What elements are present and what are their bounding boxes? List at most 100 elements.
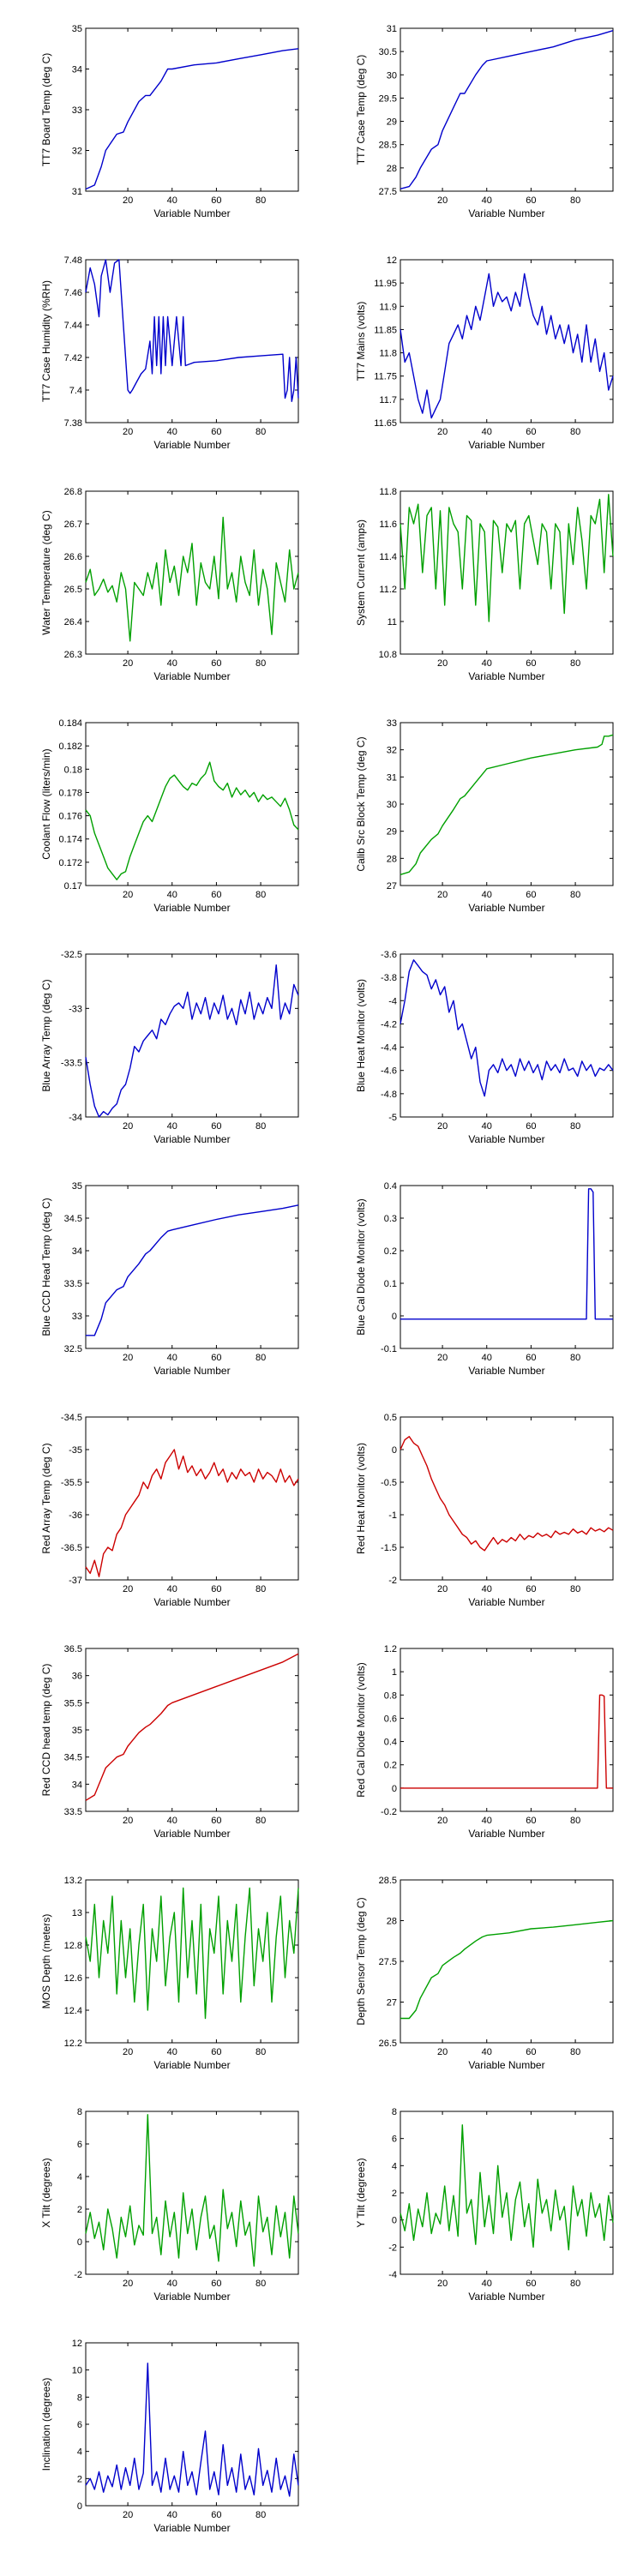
y-axis-label: Blue Cal Diode Monitor (volts) xyxy=(355,1198,367,1335)
x-tick-label: 40 xyxy=(482,1353,492,1363)
plot-area xyxy=(400,722,614,886)
x-tick-label: 20 xyxy=(123,2279,133,2289)
y-tick-label: 34.5 xyxy=(64,1214,82,1224)
y-tick-label: 7.4 xyxy=(69,386,82,396)
series-line xyxy=(400,494,614,622)
series-line xyxy=(400,1188,613,1320)
y-tick-label: 27.5 xyxy=(379,1957,397,1967)
x-tick-label: 40 xyxy=(167,2510,177,2520)
x-tick-label: 80 xyxy=(255,658,266,669)
x-tick-label: 80 xyxy=(570,658,580,669)
series-line xyxy=(85,2114,299,2267)
y-tick-label: 26.5 xyxy=(64,585,82,595)
y-tick-label: 4 xyxy=(392,2161,397,2171)
chart-panel-18: 20 40 60 80 26.5 27 27.5 28 28.5 Variable Number D… xyxy=(355,1876,614,2071)
x-tick-label: 40 xyxy=(482,1584,492,1594)
chart-panel-20: 20 40 60 80 -4 -2 0 2 4 6 8 Variable Number Y Tilt (… xyxy=(355,2107,614,2303)
y-axis-label: Calib Src Block Temp (deg C) xyxy=(355,736,367,871)
chart-panel-4: 20 40 60 80 11.65 11.7 11.75 11.8 11.85 11.9 11.95… xyxy=(355,255,614,451)
x-tick-label: 20 xyxy=(123,658,133,669)
y-tick-label: 4 xyxy=(77,2172,82,2183)
y-tick-label: 12 xyxy=(387,255,397,266)
x-tick-label: 60 xyxy=(526,1121,536,1132)
chart-panel-15: 20 40 60 80 33.5 34 34.5 35 35.5 36 36.5 Variable N… xyxy=(40,1644,299,1840)
y-tick-label: 34 xyxy=(72,1780,82,1790)
y-tick-label: 2 xyxy=(77,2474,82,2484)
x-tick-label: 20 xyxy=(123,1121,133,1132)
x-tick-label: 60 xyxy=(526,890,536,900)
x-tick-label: 80 xyxy=(255,890,266,900)
plot-area xyxy=(85,953,299,1118)
y-tick-label: 0.2 xyxy=(384,1761,397,1771)
x-tick-label: 40 xyxy=(482,1816,492,1826)
y-tick-label: 30.5 xyxy=(379,47,397,57)
x-axis-label: Variable Number xyxy=(153,1828,230,1840)
plot-area xyxy=(85,2342,299,2507)
x-tick-label: 40 xyxy=(482,2279,492,2289)
y-tick-label: 26.6 xyxy=(64,552,82,562)
series-line xyxy=(400,1694,613,1789)
y-tick-label: 35 xyxy=(72,1181,82,1192)
plot-area xyxy=(85,1879,299,2044)
x-tick-label: 60 xyxy=(211,195,221,206)
x-tick-label: 40 xyxy=(167,1816,177,1826)
series-line xyxy=(85,964,299,1118)
x-axis-label: Variable Number xyxy=(468,1365,544,1377)
x-tick-label: 80 xyxy=(255,2510,266,2520)
chart-panel-5: 20 40 60 80 26.3 26.4 26.5 26.6 26.7 26.8 Variable… xyxy=(40,487,299,682)
y-tick-label: 26.7 xyxy=(64,519,82,530)
x-tick-label: 40 xyxy=(482,2047,492,2057)
x-axis-label: Variable Number xyxy=(468,1596,544,1608)
y-tick-label: 11 xyxy=(388,617,397,627)
x-tick-label: 20 xyxy=(123,1816,133,1826)
x-tick-label: 60 xyxy=(211,2047,221,2057)
y-tick-label: 35 xyxy=(72,1726,82,1736)
y-tick-label: 30 xyxy=(387,70,397,81)
y-tick-label: 0 xyxy=(77,2501,82,2512)
plot-area xyxy=(85,722,299,886)
y-tick-label: 11.65 xyxy=(374,418,397,429)
x-tick-label: 60 xyxy=(526,658,536,669)
y-tick-label: -4 xyxy=(388,2270,397,2280)
y-tick-label: 33 xyxy=(72,1312,82,1322)
y-axis-label: Inclination (degrees) xyxy=(40,2378,52,2471)
x-tick-label: 20 xyxy=(437,890,448,900)
x-tick-label: 20 xyxy=(437,2279,448,2289)
x-axis-label: Variable Number xyxy=(153,439,230,451)
x-tick-label: 20 xyxy=(437,427,448,437)
x-axis-label: Variable Number xyxy=(468,902,544,914)
y-tick-label: 29.5 xyxy=(379,93,397,104)
x-tick-label: 60 xyxy=(211,1584,221,1594)
y-tick-label: 0.182 xyxy=(58,742,82,752)
x-axis-label: Variable Number xyxy=(153,207,230,219)
y-tick-label: 0.4 xyxy=(384,1181,397,1192)
y-tick-label: 36.5 xyxy=(64,1644,82,1654)
y-tick-label: 0 xyxy=(77,2237,82,2248)
y-tick-label: 28.5 xyxy=(379,1876,397,1886)
y-tick-label: 0.18 xyxy=(64,765,82,775)
y-tick-label: 11.6 xyxy=(379,519,397,530)
y-tick-label: 31 xyxy=(72,187,82,197)
x-tick-label: 40 xyxy=(167,658,177,669)
y-tick-label: 1 xyxy=(392,1667,397,1678)
x-tick-label: 20 xyxy=(437,2047,448,2057)
x-axis-label: Variable Number xyxy=(468,1133,544,1145)
plot-area xyxy=(85,1416,299,1581)
y-axis-label: Red Array Temp (deg C) xyxy=(40,1443,52,1553)
y-tick-label: 7.38 xyxy=(64,418,82,429)
y-tick-label: 11.85 xyxy=(374,325,397,335)
y-tick-label: 6 xyxy=(77,2140,82,2150)
y-tick-label: 32 xyxy=(387,746,397,756)
x-tick-label: 20 xyxy=(437,1353,448,1363)
series-line xyxy=(85,1653,299,1801)
y-tick-label: -34 xyxy=(69,1113,82,1123)
y-tick-label: -33 xyxy=(69,1004,82,1014)
y-tick-label: 1.2 xyxy=(384,1644,397,1654)
y-tick-label: 29 xyxy=(387,117,397,128)
y-tick-label: -2 xyxy=(388,2243,397,2253)
x-tick-label: 60 xyxy=(211,2510,221,2520)
x-tick-label: 80 xyxy=(255,1121,266,1132)
plot-area xyxy=(400,1879,614,2044)
y-axis-label: System Current (amps) xyxy=(355,519,367,626)
